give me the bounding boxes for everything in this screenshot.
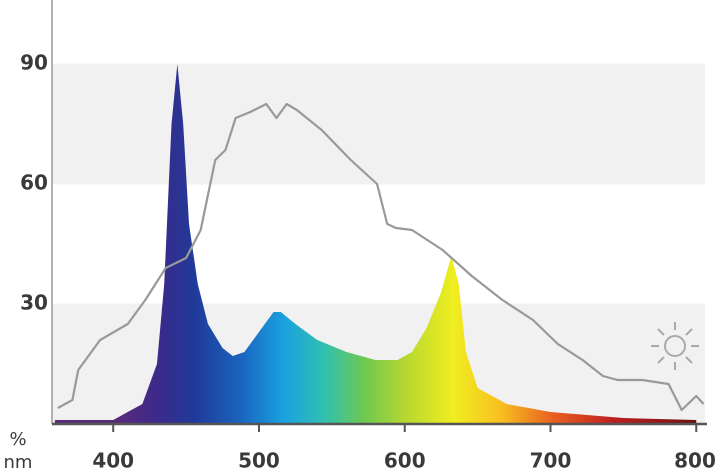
sun-icon xyxy=(651,322,699,370)
x-axis-label: nm xyxy=(4,452,33,473)
grid-band xyxy=(52,64,705,184)
sunlight-line xyxy=(57,102,705,412)
x-tick-label: 400 xyxy=(92,449,134,473)
y-tick-label: 90 xyxy=(20,51,48,75)
x-tick-label: 700 xyxy=(530,449,572,473)
y-tick-label: 30 xyxy=(20,291,48,315)
x-tick-label: 600 xyxy=(384,449,426,473)
x-tick-label: 800 xyxy=(674,449,716,473)
x-tick-label: 500 xyxy=(238,449,280,473)
y-tick-label: 60 xyxy=(20,171,48,195)
plot xyxy=(54,64,705,424)
spectrum-area xyxy=(54,64,697,424)
y-axis-label: % xyxy=(9,429,26,450)
